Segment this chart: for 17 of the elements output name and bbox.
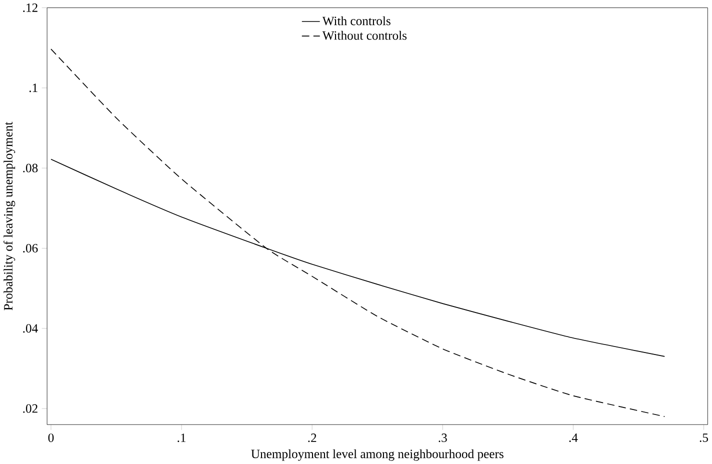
x-tick-label: .5 [700, 433, 708, 442]
y-tick-label: .06 [23, 244, 38, 252]
y-axis-title: Probability of leaving unemployment [4, 122, 16, 310]
legend-label: Without controls [322, 30, 407, 40]
x-tick-label: .2 [308, 433, 316, 442]
x-axis-title: Unemployment level among neighbourhood peers [251, 449, 504, 461]
x-tick-label: .4 [569, 433, 578, 442]
x-tick-label: 0 [48, 433, 54, 442]
legend-label: With controls [322, 16, 390, 26]
x-tick-label: .1 [178, 433, 186, 442]
x-tick-label: .3 [438, 433, 447, 442]
y-tick-label: .08 [23, 164, 38, 172]
y-tick-label: .1 [29, 84, 38, 92]
y-tick-label: .12 [23, 3, 38, 12]
y-tick-label: .04 [23, 324, 38, 333]
y-tick-label: .02 [23, 404, 38, 413]
line-series [50, 48, 666, 417]
